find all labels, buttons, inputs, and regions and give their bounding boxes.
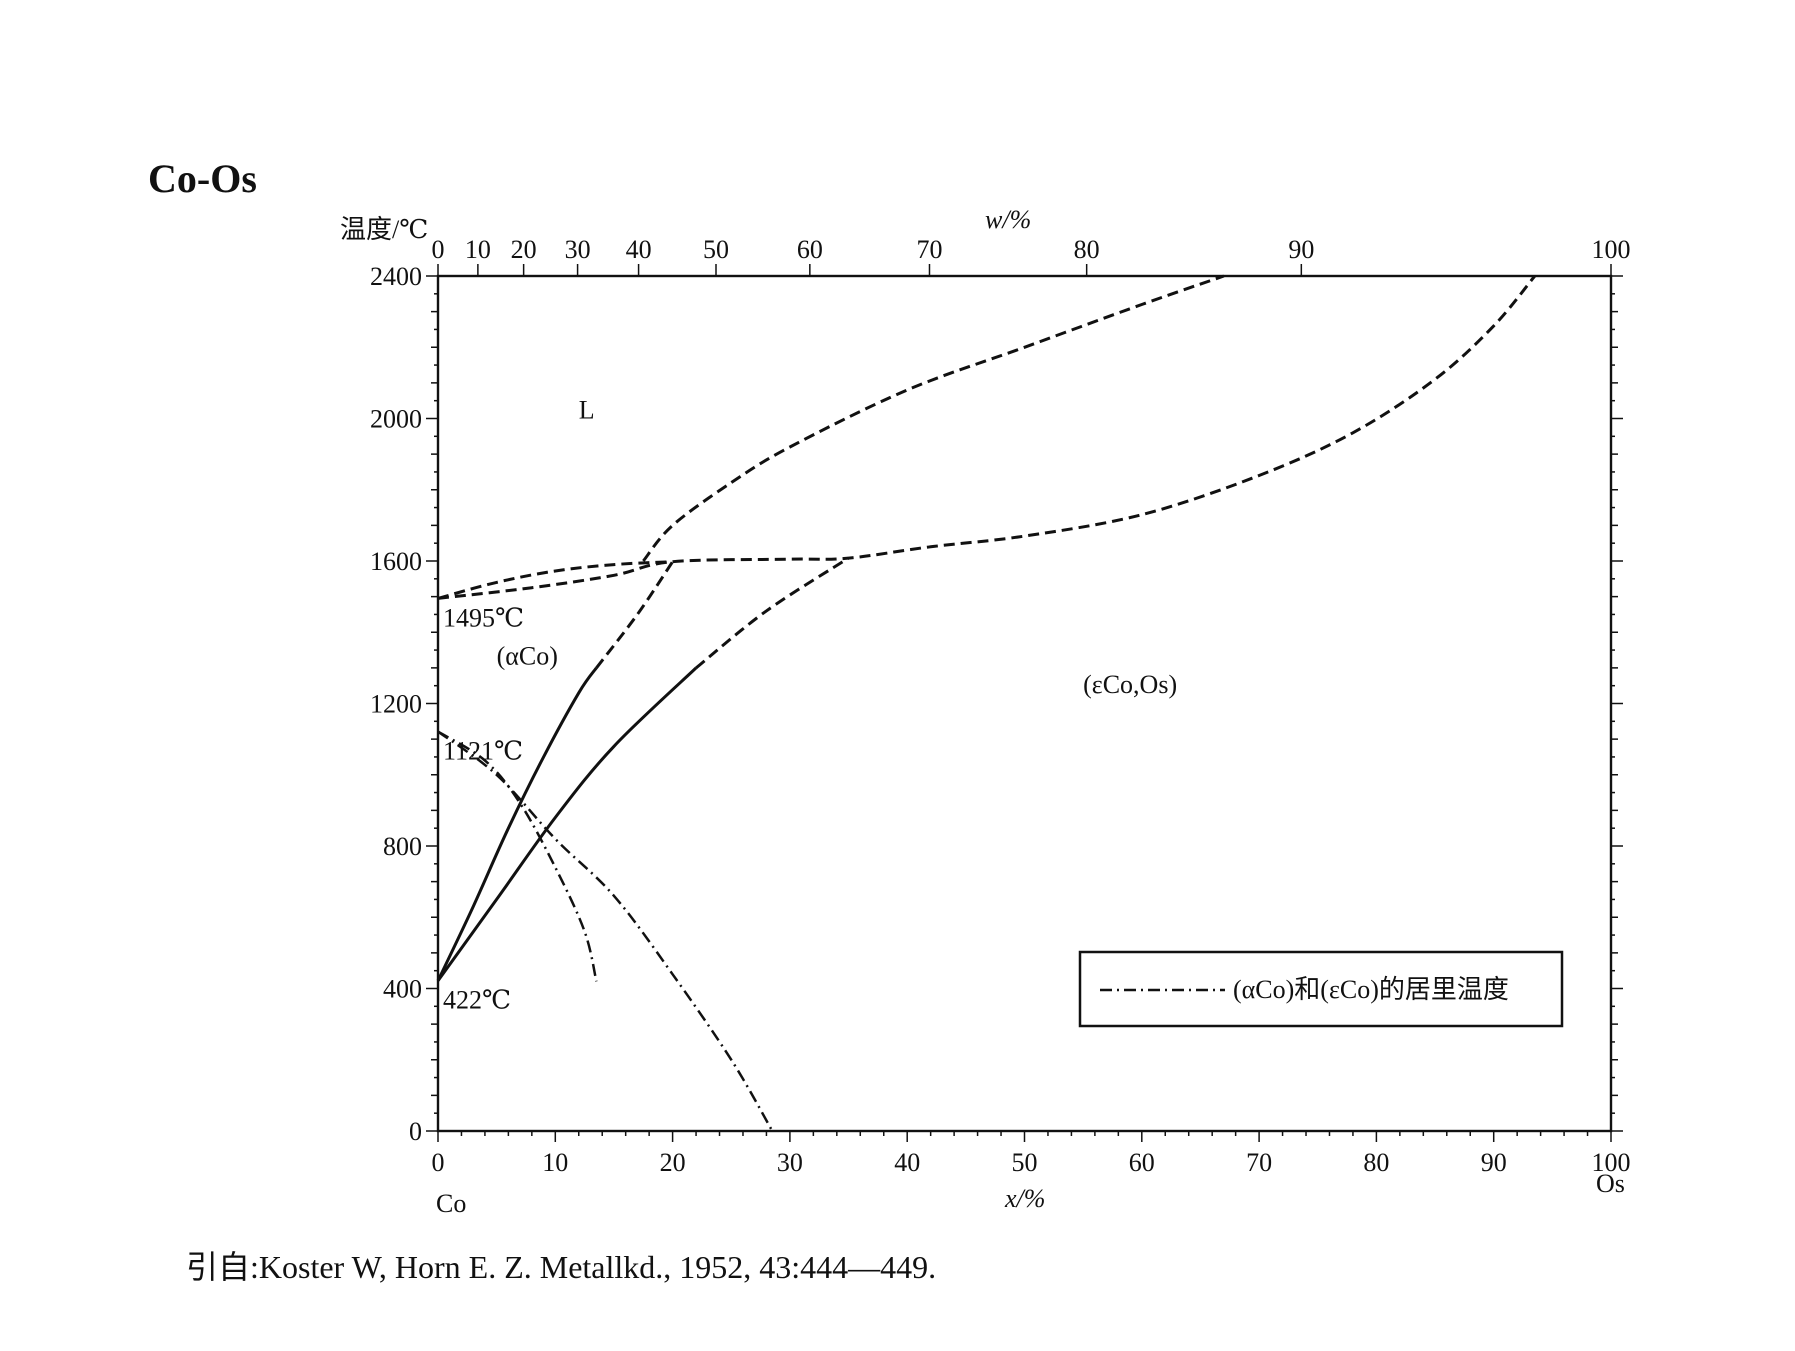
region-label: (αCo): [497, 641, 558, 670]
phase-boundary-curves: [436, 274, 1536, 1132]
x-bottom-tick-label: 90: [1481, 1148, 1507, 1177]
x-top-tick-label: 20: [511, 235, 537, 264]
x-bottom-tick-label: 40: [894, 1148, 920, 1177]
region-label: L: [579, 396, 595, 425]
x-top-tick-label: 10: [465, 235, 491, 264]
x-top-tick-label: 80: [1074, 235, 1100, 264]
region-label: (εCo,Os): [1083, 670, 1177, 699]
phase-boundary-dashdot: [437, 730, 774, 1132]
phase-boundary-dashdot: [437, 730, 598, 982]
temperature-annotation: 1495℃: [443, 603, 524, 632]
phase-boundary-solid: [436, 666, 698, 982]
temperature-annotation: 1121℃: [443, 737, 523, 766]
x-top-tick-label: 100: [1592, 235, 1631, 264]
phase-boundary-dashed: [437, 560, 673, 600]
phase-boundary-dashed: [695, 556, 850, 670]
chart-title: Co-Os: [148, 156, 257, 201]
x-bottom-tick-label: 10: [542, 1148, 568, 1177]
x-top-tick-labels: 0 10 20 30 40 50 60 70 80 90 100: [432, 235, 1631, 264]
right-element-label: Os: [1596, 1169, 1625, 1198]
x-top-tick-label: 90: [1288, 235, 1314, 264]
x-top-tick-label: 60: [797, 235, 823, 264]
x-top-tick-label: 30: [565, 235, 591, 264]
x-top-tick-label: 70: [916, 235, 942, 264]
top-axis-title: w/%: [985, 205, 1031, 234]
x-bottom-tick-label: 80: [1363, 1148, 1389, 1177]
y-tick-label: 1600: [370, 547, 422, 576]
x-bottom-tick-labels: 0 10 20 30 40 50 60 70 80 90 100: [432, 1148, 1631, 1177]
x-bottom-tick-label: 100: [1592, 1148, 1631, 1177]
y-tick-label: 0: [409, 1117, 422, 1146]
temperature-annotation: 422℃: [443, 986, 511, 1015]
legend-entry-curie-temperature: (αCo)和(εCo)的居里温度: [1233, 975, 1509, 1004]
phase-boundary-dashed: [437, 275, 1536, 600]
x-bottom-tick-label: 30: [777, 1148, 803, 1177]
y-tick-label: 400: [383, 975, 422, 1004]
y-tick-labels: 0 400 800 1200 1600 2000 2400: [370, 262, 422, 1146]
x-top-tick-label: 40: [626, 235, 652, 264]
y-tick-label: 2400: [370, 262, 422, 291]
tick-marks: [426, 264, 1623, 1142]
x-top-tick-label: 50: [703, 235, 729, 264]
source-citation: 引自:Koster W, Horn E. Z. Metallkd., 1952,…: [186, 1249, 936, 1285]
x-top-tick-label: 0: [432, 235, 445, 264]
y-tick-label: 2000: [370, 405, 422, 434]
x-bottom-tick-label: 50: [1012, 1148, 1038, 1177]
legend-box: [1078, 950, 1564, 1028]
phase-boundary-dashed: [642, 274, 1225, 562]
temperature-annotations: 1495℃ 1121℃ 422℃: [443, 603, 524, 1014]
bottom-axis-title: x/%: [1004, 1184, 1045, 1213]
x-bottom-tick-label: 70: [1246, 1148, 1272, 1177]
y-axis-title: 温度/℃: [340, 215, 428, 244]
x-bottom-tick-label: 0: [432, 1148, 445, 1177]
x-bottom-tick-label: 20: [660, 1148, 686, 1177]
y-tick-label: 800: [383, 832, 422, 861]
phase-boundary-solid: [436, 666, 598, 982]
left-element-label: Co: [436, 1189, 466, 1218]
legend: (αCo)和(εCo)的居里温度: [1078, 950, 1564, 1028]
phase-region-labels: L (αCo) (εCo,Os): [497, 396, 1177, 699]
y-tick-label: 1200: [370, 690, 422, 719]
x-bottom-tick-label: 60: [1129, 1148, 1155, 1177]
